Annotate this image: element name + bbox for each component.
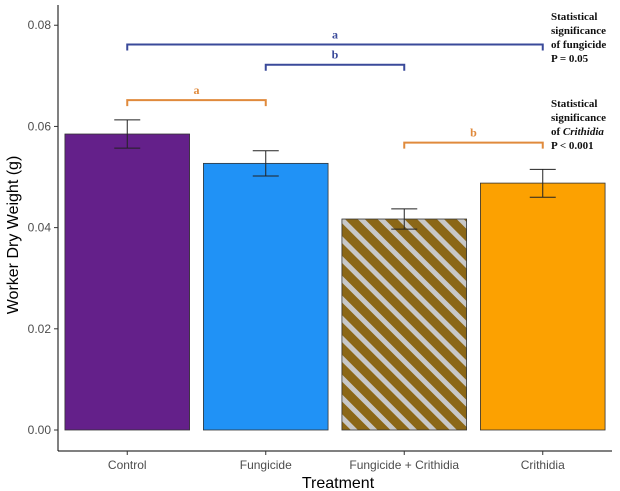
x-tick-label-3: Crithidia (521, 458, 565, 472)
fungicide-note-line-2: significance (551, 25, 606, 37)
bar-0 (64, 133, 190, 431)
significance-letter-0: a (332, 27, 338, 41)
y-tick-label-3: 0.06 (28, 119, 52, 133)
significance-letter-1: b (332, 48, 339, 62)
x-tick-label-2: Fungicide + Crithidia (349, 458, 459, 472)
y-tick-label-2: 0.04 (28, 221, 52, 235)
crithidia-note-line-2: significance (551, 112, 606, 124)
fungicide-note-line-1: Statistical (551, 11, 597, 23)
bar-2 (341, 218, 467, 431)
y-tick-label-4: 0.08 (28, 18, 52, 32)
x-tick-label-0: Control (108, 458, 147, 472)
fungicide-significance-note: Statistical significance of fungicide P … (551, 11, 606, 65)
significance-letter-2: a (194, 83, 200, 97)
significance-bracket-3 (403, 141, 544, 149)
fungicide-note-line-3: of fungicide (551, 39, 606, 51)
crithidia-note-line-1: Statistical (551, 98, 597, 110)
crithidia-p-value: P < 0.001 (551, 140, 594, 152)
significance-bracket-1 (264, 63, 406, 71)
fungicide-p-value: P = 0.05 (551, 53, 589, 65)
y-axis-title: Worker Dry Weight (g) (5, 156, 22, 315)
bars-group (64, 133, 606, 431)
y-tick-label-0: 0.00 (28, 423, 52, 437)
significance-bracket-2 (126, 99, 267, 107)
y-tick-label-1: 0.02 (28, 322, 52, 336)
significance-letter-3: b (470, 126, 477, 140)
error-bars-group (114, 119, 556, 230)
x-axis-title: Treatment (302, 475, 375, 491)
x-ticks-group: Control Fungicide Fungicide + Crithidia Cri… (108, 451, 565, 472)
bar-1 (203, 162, 329, 431)
bar-3 (480, 182, 606, 431)
y-ticks-group: 0.00 0.02 0.04 0.06 0.08 (28, 18, 58, 437)
crithidia-note-prefix: of (551, 126, 563, 138)
crithidia-significance-note: Statistical significance of Crithidia P … (551, 98, 606, 152)
x-tick-label-1: Fungicide (240, 458, 292, 472)
crithidia-note-line-3: of Crithidia (551, 126, 604, 138)
significance-bracket-0 (126, 43, 544, 51)
crithidia-note-italic: Crithidia (563, 126, 604, 138)
